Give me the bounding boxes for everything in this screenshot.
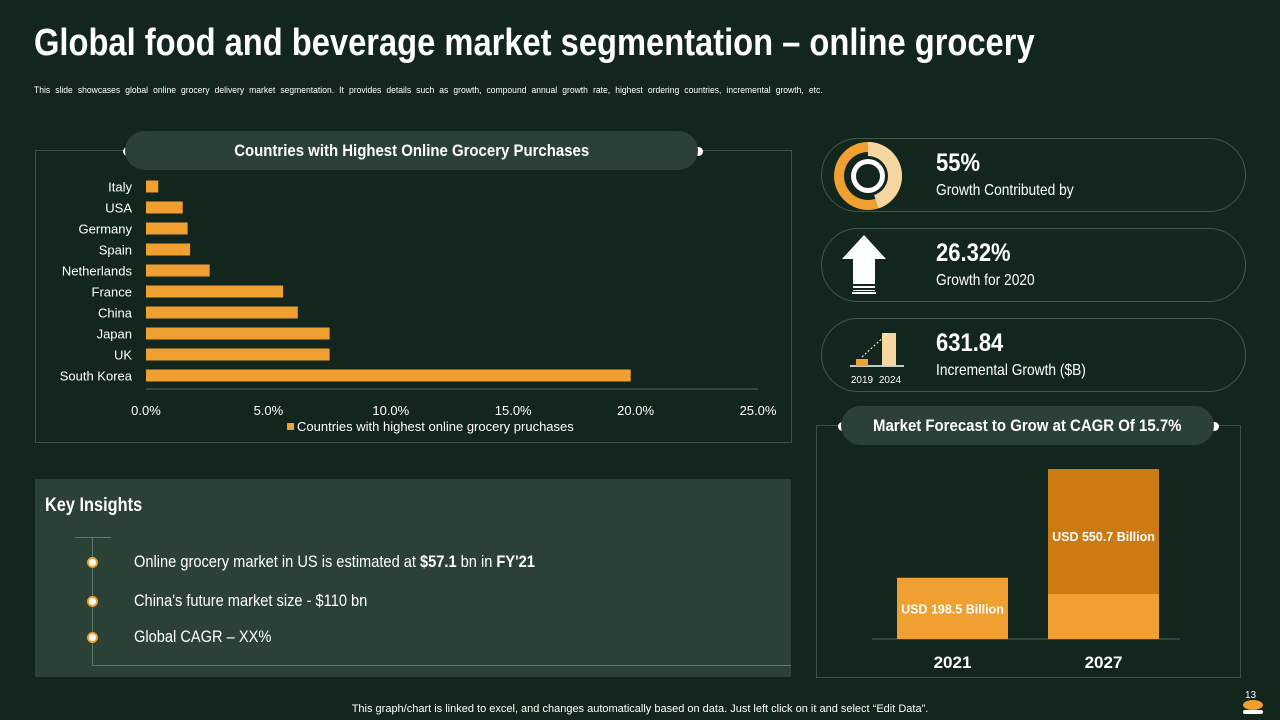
insight-item: Online grocery market in US is estimated… bbox=[134, 552, 535, 571]
bar-uk bbox=[146, 348, 330, 361]
bar-italy bbox=[146, 180, 159, 193]
y-tick-label: Germany bbox=[79, 222, 133, 237]
bar-chart-title-pill: Countries with Highest Online Grocery Pu… bbox=[125, 131, 698, 170]
y-tick-label: France bbox=[92, 285, 132, 300]
forecast-data-label: USD 550.7 Billion bbox=[1052, 530, 1155, 544]
footer-note: This graph/chart is linked to excel, and… bbox=[351, 703, 929, 715]
x-tick-label: 10.0% bbox=[372, 403, 409, 418]
insight-item: Global CAGR – XX% bbox=[134, 627, 272, 646]
year-start-label: 2019 bbox=[851, 375, 874, 386]
x-tick-label: 15.0% bbox=[495, 403, 532, 418]
insight-item: China's future market size - $110 bn bbox=[134, 591, 368, 610]
y-tick-label: Japan bbox=[97, 327, 132, 342]
y-tick-label: Netherlands bbox=[62, 264, 133, 279]
kpi-value: 631.84 bbox=[936, 329, 1004, 357]
kpi-value: 55% bbox=[936, 149, 981, 177]
legend-swatch bbox=[287, 423, 294, 430]
pill-dot-right bbox=[694, 147, 703, 156]
bullet-dot bbox=[87, 557, 98, 568]
growth-bars-icon: 2019 2024 bbox=[850, 332, 904, 386]
y-tick-label: UK bbox=[114, 348, 132, 363]
x-tick-label: 5.0% bbox=[254, 403, 284, 418]
forecast-data-label: USD 198.5 Billion bbox=[901, 602, 1004, 616]
page-title: Global food and beverage market segmenta… bbox=[34, 22, 1035, 64]
bar-south-korea bbox=[146, 369, 631, 382]
pill-dot-right bbox=[1210, 422, 1219, 431]
y-tick-label: USA bbox=[105, 201, 132, 216]
bar-china bbox=[146, 306, 298, 319]
kpi-card-growth-contributed: 55% Growth Contributed by bbox=[821, 138, 1246, 212]
y-tick-label: Spain bbox=[99, 243, 132, 258]
kpi-label: Incremental Growth ($B) bbox=[936, 362, 1086, 379]
donut-icon bbox=[834, 142, 902, 210]
arrow-up-icon bbox=[842, 235, 886, 294]
kpi-label: Growth Contributed by bbox=[936, 182, 1074, 199]
forecast-title-pill: Market Forecast to Grow at CAGR Of 15.7% bbox=[841, 406, 1214, 445]
x-tick-label: 25.0% bbox=[740, 403, 777, 418]
x-tick-label: 0.0% bbox=[131, 403, 161, 418]
legend-label: Countries with highest online grocery pr… bbox=[297, 419, 574, 434]
page-subtitle: This slide showcases global online groce… bbox=[34, 85, 823, 96]
kpi-card-incremental-growth: 2019 2024 631.84 Incremental Growth ($B) bbox=[821, 318, 1246, 392]
bar-netherlands bbox=[146, 264, 210, 277]
bar-japan bbox=[146, 327, 330, 340]
forecast-category-label: 2027 bbox=[1085, 653, 1123, 672]
y-tick-label: Italy bbox=[108, 180, 132, 195]
bar-germany bbox=[146, 222, 188, 235]
bullet-dot bbox=[87, 596, 98, 607]
year-end-label: 2024 bbox=[879, 375, 902, 386]
forecast-title: Market Forecast to Grow at CAGR Of 15.7% bbox=[873, 416, 1182, 435]
kpi-label: Growth for 2020 bbox=[936, 272, 1035, 289]
y-tick-label: South Korea bbox=[60, 369, 133, 384]
forecast-bar-base-2027 bbox=[1048, 594, 1159, 639]
y-tick-label: China bbox=[98, 306, 133, 321]
bar-chart-title: Countries with Highest Online Grocery Pu… bbox=[234, 141, 589, 160]
forecast-bar-2027 bbox=[1048, 469, 1159, 594]
bar-spain bbox=[146, 243, 191, 256]
divider bbox=[75, 537, 111, 538]
forecast-category-label: 2021 bbox=[934, 653, 972, 672]
x-tick-label: 20.0% bbox=[617, 403, 654, 418]
key-insights-title: Key Insights bbox=[45, 495, 143, 516]
divider bbox=[92, 665, 791, 666]
page-number: 13 bbox=[1245, 690, 1257, 701]
forecast-bar-2021 bbox=[897, 577, 1008, 639]
kpi-card-growth-2020: 26.32% Growth for 2020 bbox=[821, 228, 1246, 302]
key-insights-panel: Key Insights Online grocery market in US… bbox=[35, 479, 791, 677]
bar-france bbox=[146, 285, 284, 298]
bar-usa bbox=[146, 201, 183, 214]
bullet-dot bbox=[87, 632, 98, 643]
kpi-value: 26.32% bbox=[936, 239, 1011, 267]
logo-icon bbox=[1243, 700, 1263, 714]
